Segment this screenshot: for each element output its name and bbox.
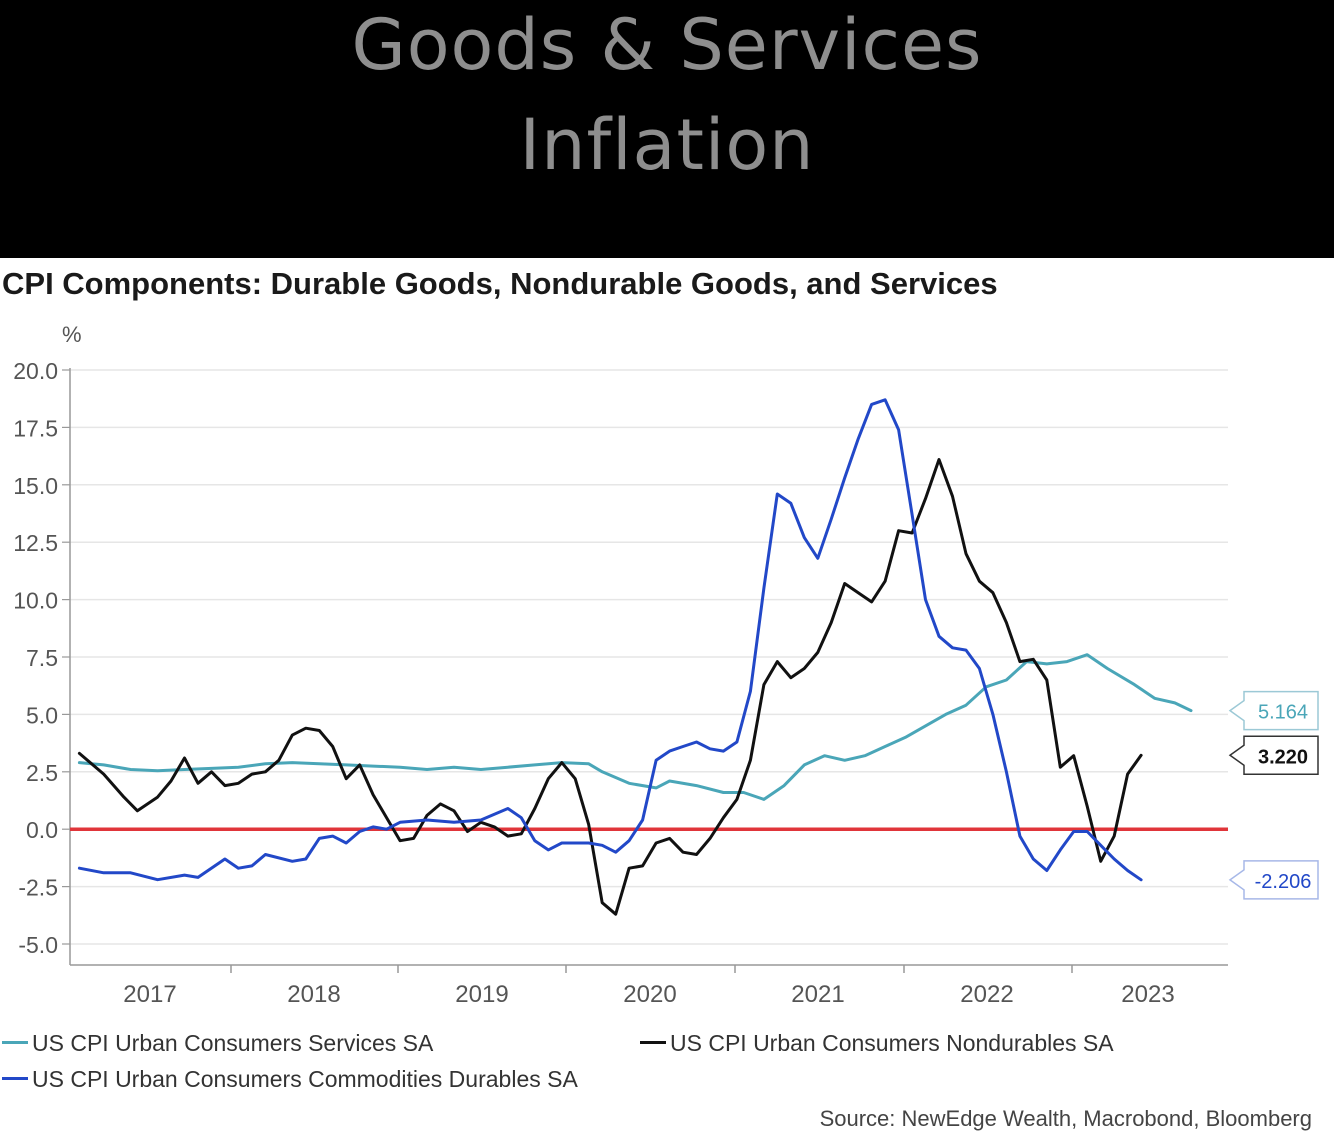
x-tick-label: 2018: [287, 981, 340, 1008]
legend-item-services: US CPI Urban Consumers Services SA: [2, 1028, 433, 1058]
y-tick-label: 5.0: [26, 702, 58, 728]
durables-last-value-box: [1228, 860, 1319, 900]
banner-title-line-2: Inflation: [519, 104, 815, 186]
y-tick-label: 20.0: [13, 358, 58, 384]
nondurables-last-value-label: 3.220: [1258, 746, 1308, 768]
title-banner: Goods & Services Inflation: [0, 0, 1334, 258]
y-tick-label: 17.5: [13, 415, 58, 441]
legend-item-nondurables: US CPI Urban Consumers Nondurables SA: [640, 1028, 1114, 1058]
y-tick-label: 12.5: [13, 530, 58, 556]
legend-swatch-durables: [2, 1077, 28, 1081]
y-tick-label: 0.0: [26, 817, 58, 843]
y-tick-label: 2.5: [26, 760, 58, 786]
nondurables-series-line: [77, 458, 1143, 916]
y-tick-label: 10.0: [13, 588, 58, 614]
x-tick-label: 2023: [1121, 981, 1174, 1008]
legend-label-services: US CPI Urban Consumers Services SA: [32, 1030, 434, 1056]
x-tick-label: 2017: [123, 981, 176, 1008]
legend-item-durables: US CPI Urban Consumers Commodities Durab…: [2, 1064, 578, 1094]
x-tick-label: 2019: [455, 981, 508, 1008]
x-tick-label: 2022: [960, 981, 1013, 1008]
services-last-value-box: [1228, 690, 1319, 731]
chart-title: CPI Components: Durable Goods, Nondurabl…: [2, 266, 998, 301]
durables-last-value-label: -2.206: [1255, 871, 1312, 893]
banner-title-line-1: Goods & Services: [351, 4, 983, 86]
legend-label-nondurables: US CPI Urban Consumers Nondurables SA: [670, 1030, 1114, 1056]
y-tick-label: 7.5: [26, 645, 58, 671]
nondurables-last-value-box: [1228, 735, 1319, 776]
y-tick-label: -5.0: [18, 932, 58, 958]
source-note: Source: NewEdge Wealth, Macrobond, Bloom…: [819, 1106, 1312, 1131]
x-tick-label: 2020: [623, 981, 676, 1008]
legend-swatch-services: [2, 1041, 28, 1045]
durables-series-line: [77, 398, 1143, 882]
y-tick-label: 15.0: [13, 473, 58, 499]
x-tick-label: 2021: [791, 981, 844, 1008]
y-axis-unit-label: %: [62, 322, 82, 347]
legend-swatch-nondurables: [640, 1041, 666, 1045]
services-last-value-label: 5.164: [1258, 702, 1308, 724]
y-tick-label: -2.5: [18, 875, 58, 901]
legend-label-durables: US CPI Urban Consumers Commodities Durab…: [32, 1066, 578, 1092]
